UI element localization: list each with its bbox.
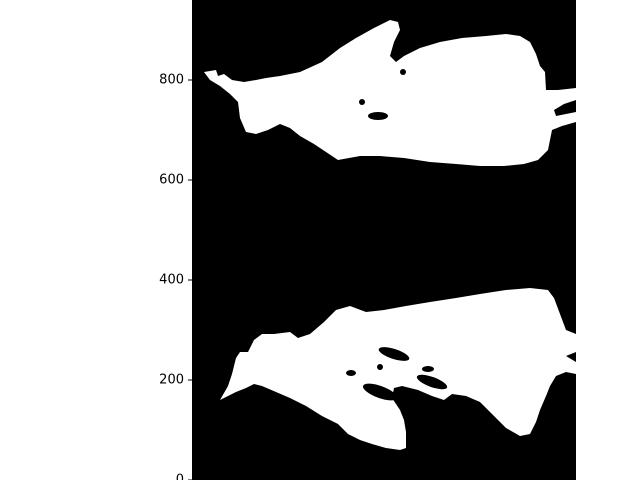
y-axis: 0 200 400 600 800	[159, 73, 192, 480]
y-tick-label: 400	[159, 273, 184, 288]
white-region-upper	[204, 20, 576, 166]
y-tick-label: 200	[159, 373, 184, 388]
hole-lower-1	[378, 347, 410, 361]
hole-upper-1	[400, 69, 406, 75]
plot-area	[192, 0, 576, 480]
white-region-lower	[220, 288, 576, 450]
hole-upper-3	[368, 112, 388, 120]
hole-lower-3	[346, 370, 356, 376]
hole-lower-4	[422, 366, 434, 372]
hole-lower-6	[362, 383, 398, 401]
y-tick-label: 800	[159, 73, 184, 88]
y-tick-label: 600	[159, 173, 184, 188]
hole-upper-2	[359, 99, 365, 105]
hole-lower-2	[377, 364, 383, 370]
y-tick-label: 0	[176, 473, 184, 480]
hole-lower-5	[416, 374, 448, 390]
